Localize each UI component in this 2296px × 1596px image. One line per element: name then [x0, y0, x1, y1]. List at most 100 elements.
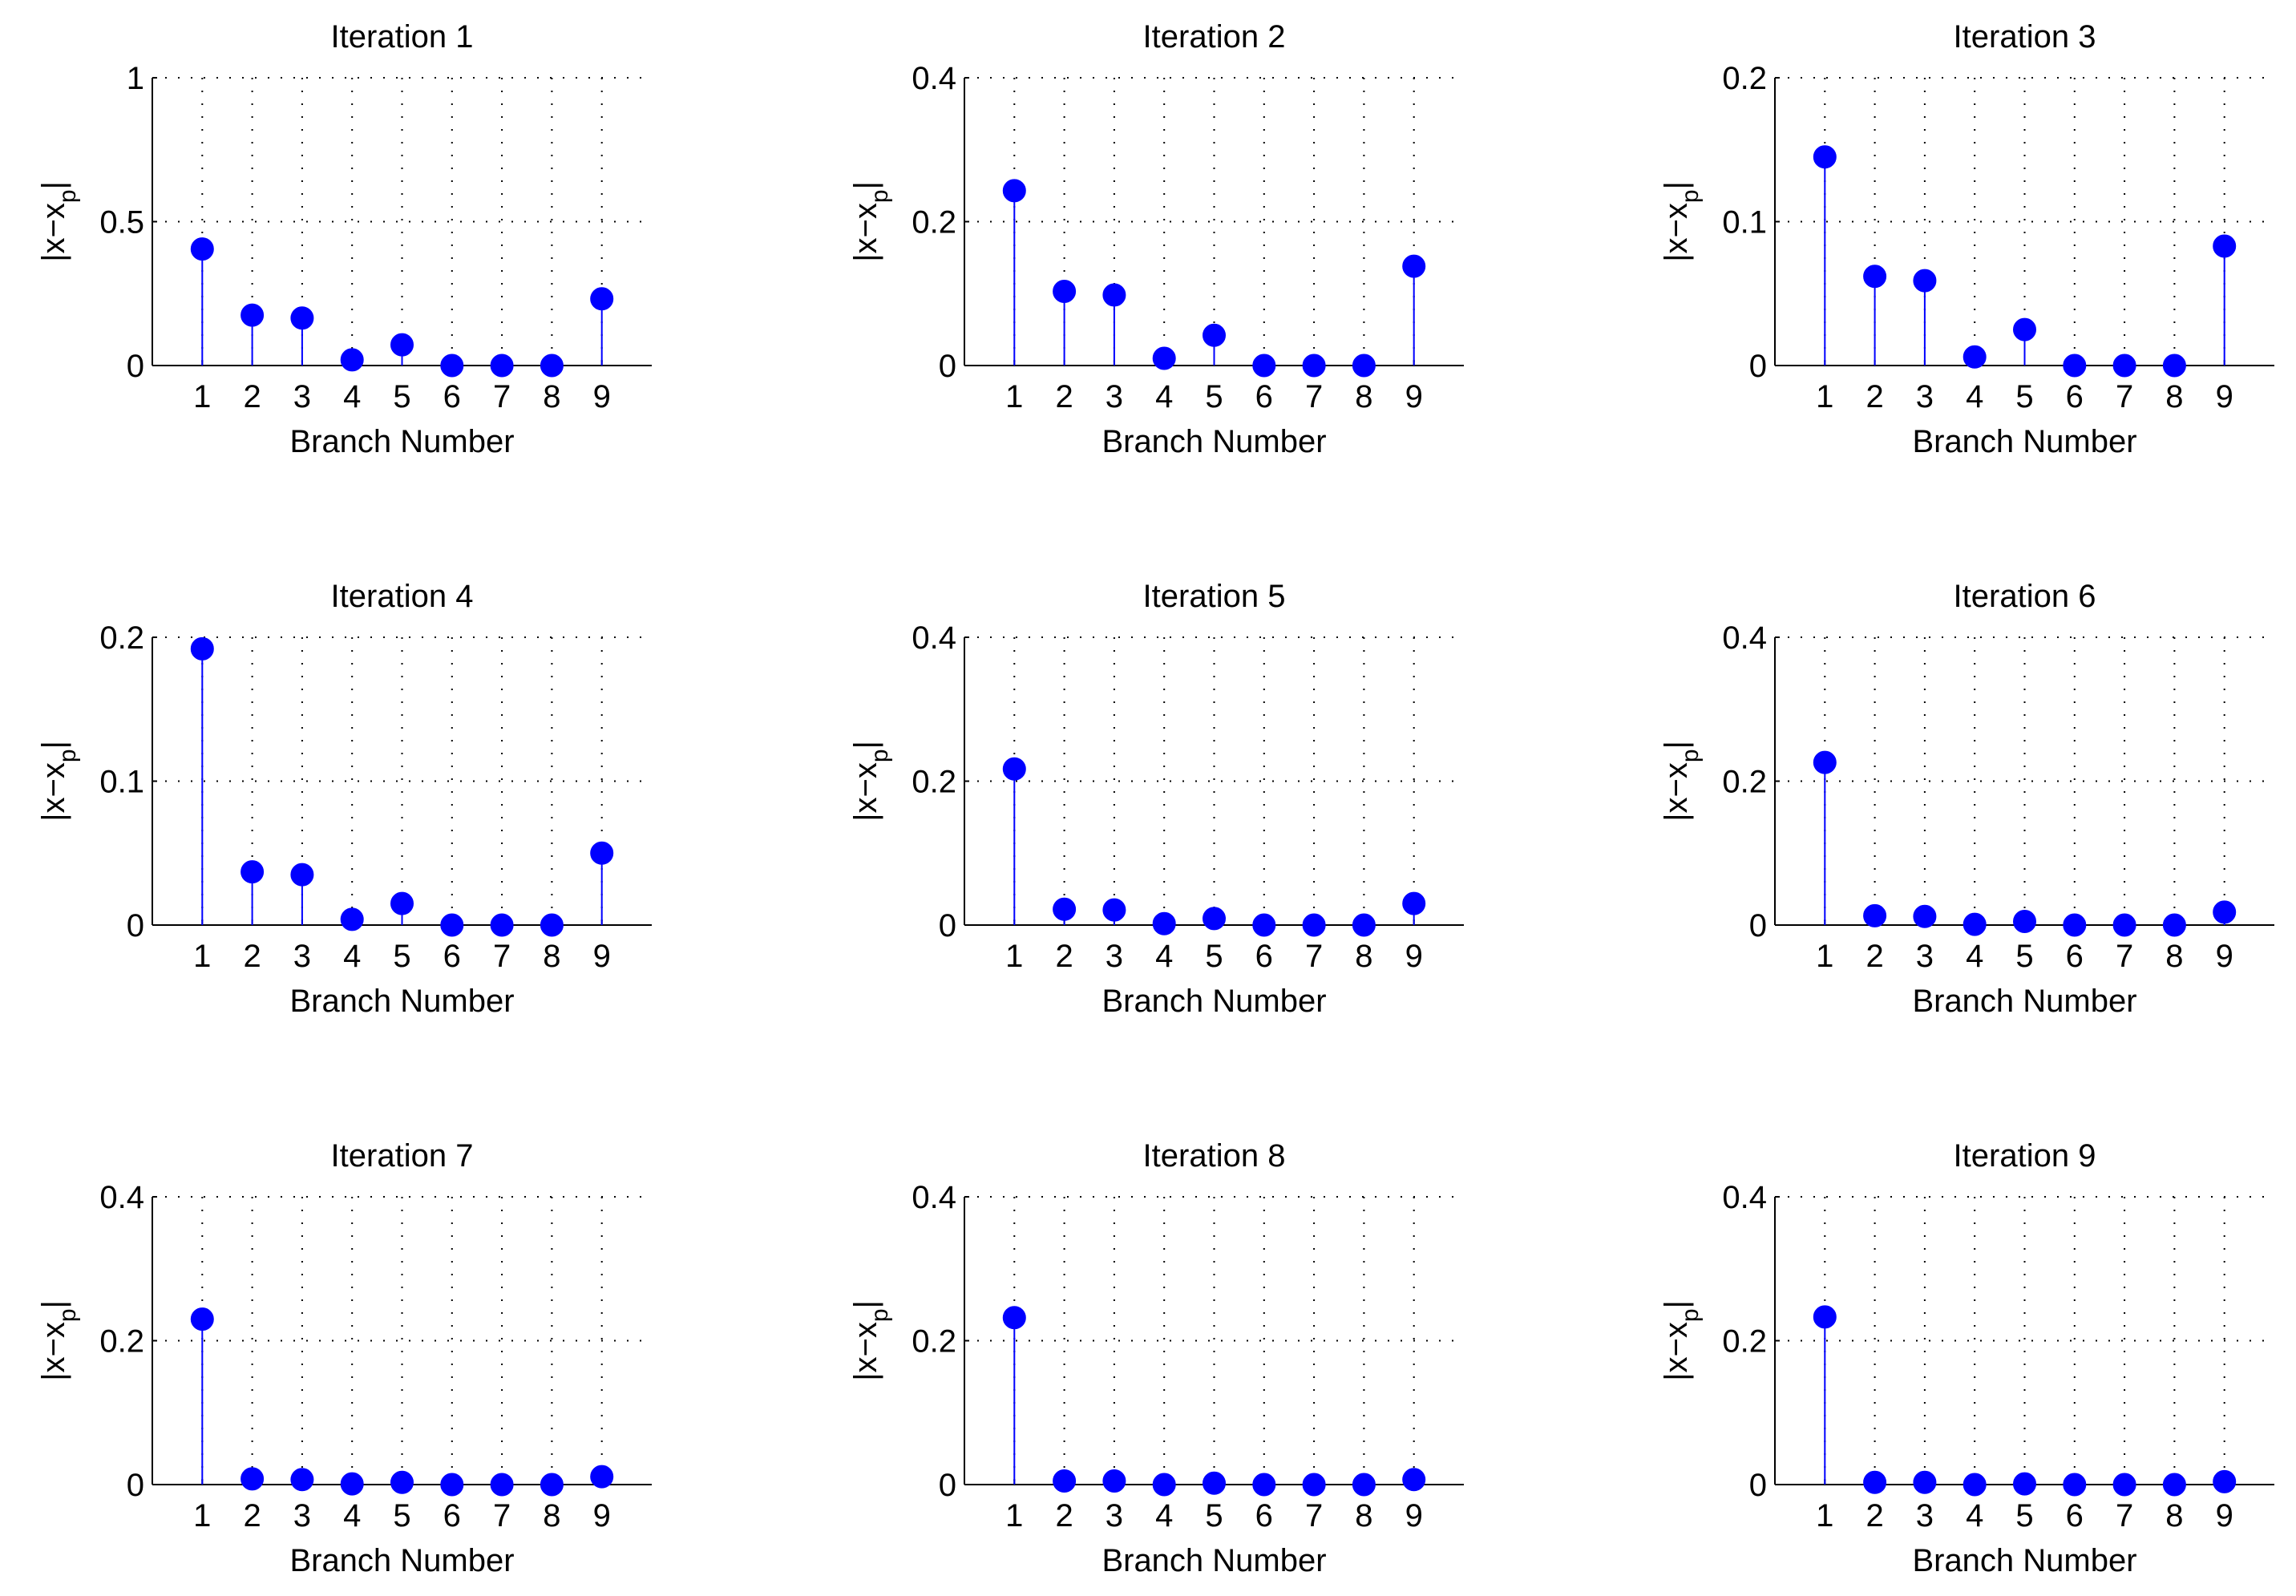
x-tick-label: 9	[1405, 379, 1423, 414]
x-tick-label: 6	[1255, 1498, 1273, 1533]
x-tick-label: 9	[2216, 1498, 2233, 1533]
y-tick-label: 0	[127, 1468, 144, 1503]
stem-marker	[1102, 283, 1126, 307]
x-tick-label: 8	[1355, 939, 1372, 974]
stem-marker	[1963, 345, 1987, 369]
y-axis-label: |x−xp|	[36, 1300, 81, 1381]
stem-marker	[2013, 317, 2036, 341]
stem-marker	[1863, 265, 1887, 289]
x-tick-label: 8	[2165, 1498, 2183, 1533]
y-label-main: |x−x	[1659, 1322, 1694, 1381]
y-axis-label: |x−xp|	[36, 181, 81, 262]
stem-marker	[2063, 913, 2087, 937]
y-tick-label: 0	[939, 1468, 956, 1503]
x-tick-label: 6	[1255, 379, 1273, 414]
stem-marker	[1252, 1473, 1276, 1497]
x-tick-label: 2	[1866, 1498, 1883, 1533]
subplot-2: 1 2 3 4 5 6 7 8 9 0 0.2 0.4 Iteration 2 Branch Number…	[848, 19, 1464, 459]
x-tick-label: 2	[243, 1498, 261, 1533]
y-tick-label: 0.4	[912, 61, 956, 96]
stem-marker	[1963, 1473, 1987, 1497]
y-tick-label: 0.4	[99, 1180, 144, 1215]
x-tick-label: 9	[1405, 1498, 1423, 1533]
stem-marker	[290, 863, 314, 887]
y-label-end: |	[36, 1300, 71, 1308]
stem-marker	[1152, 346, 1176, 370]
x-tick-label: 9	[593, 939, 611, 974]
x-axis-label: Branch Number	[1102, 424, 1326, 459]
stem-marker	[2213, 234, 2237, 258]
x-tick-label: 1	[193, 1498, 211, 1533]
stem-marker	[2063, 1473, 2087, 1497]
stem-marker	[1252, 913, 1276, 937]
stem-marker	[2112, 354, 2136, 378]
x-tick-label: 9	[1405, 939, 1423, 974]
stem-marker	[1203, 323, 1226, 347]
x-tick-label: 9	[593, 1498, 611, 1533]
stem-marker	[1402, 254, 1426, 278]
x-tick-label: 4	[1155, 939, 1173, 974]
stem-marker	[440, 354, 464, 378]
y-label-end: |	[1659, 1300, 1694, 1308]
x-tick-label: 6	[2066, 1498, 2084, 1533]
x-tick-label: 3	[1916, 939, 1934, 974]
x-tick-label: 6	[2066, 939, 2084, 974]
x-tick-label: 3	[293, 379, 311, 414]
x-tick-label: 7	[493, 1498, 511, 1533]
stem-marker	[1252, 354, 1276, 378]
stem-marker	[2112, 913, 2136, 937]
y-label-subscript: p	[55, 749, 81, 762]
stem-marker	[1913, 904, 1937, 928]
stem-marker	[1352, 1473, 1376, 1497]
stem-marker	[2063, 354, 2087, 378]
x-tick-label: 6	[443, 939, 461, 974]
stem-marker	[1302, 1473, 1326, 1497]
y-tick-label: 0	[1749, 908, 1767, 943]
y-tick-label: 0.2	[99, 1324, 144, 1360]
x-tick-label: 5	[393, 939, 410, 974]
stem-marker	[1302, 354, 1326, 378]
y-tick-label: 0.2	[912, 205, 956, 240]
x-axis-label: Branch Number	[289, 424, 514, 459]
stem-marker	[1002, 1306, 1026, 1330]
x-tick-label: 5	[1205, 939, 1223, 974]
x-axis-label: Branch Number	[1912, 984, 2136, 1019]
x-axis-label: Branch Number	[1102, 1543, 1326, 1578]
stem-marker	[190, 237, 214, 261]
x-tick-label: 7	[493, 939, 511, 974]
y-tick-label: 0.4	[1722, 1180, 1767, 1215]
stem-marker	[390, 333, 414, 357]
x-tick-label: 2	[1055, 379, 1073, 414]
x-tick-label: 5	[2015, 939, 2033, 974]
y-label-end: |	[848, 741, 883, 749]
x-tick-label: 4	[1966, 1498, 1983, 1533]
x-tick-label: 8	[2165, 379, 2183, 414]
stem-marker	[340, 1472, 364, 1496]
subplot-6: 1 2 3 4 5 6 7 8 9 0 0.2 0.4 Iteration 6 Branch Number…	[1659, 579, 2274, 1019]
y-axis-label: |x−xp|	[1659, 1300, 1704, 1381]
stem-marker	[1963, 912, 1987, 936]
x-tick-label: 5	[2015, 1498, 2033, 1533]
stem-marker	[540, 913, 564, 937]
x-axis-label: Branch Number	[1912, 1543, 2136, 1578]
x-tick-label: 2	[1866, 939, 1883, 974]
stem-marker	[590, 1465, 614, 1489]
x-tick-label: 4	[1966, 379, 1983, 414]
y-tick-label: 0.4	[1722, 620, 1767, 656]
stem-marker	[2013, 910, 2036, 934]
x-tick-label: 3	[293, 1498, 311, 1533]
stem-marker	[2162, 913, 2186, 937]
x-tick-label: 6	[2066, 379, 2084, 414]
stem-marker	[590, 841, 614, 865]
y-tick-label: 0.2	[912, 765, 956, 800]
x-tick-label: 8	[543, 1498, 560, 1533]
y-label-subscript: p	[55, 189, 81, 203]
stem-marker	[340, 907, 364, 931]
subplot-7: 1 2 3 4 5 6 7 8 9 0 0.2 0.4 Iteration 7 Branch Number…	[36, 1138, 652, 1578]
chart-title: Iteration 8	[1143, 1138, 1286, 1174]
y-tick-label: 0.2	[1722, 765, 1767, 800]
x-tick-label: 4	[1155, 379, 1173, 414]
x-tick-label: 1	[1005, 1498, 1023, 1533]
stem-marker	[490, 1473, 514, 1497]
x-axis-label: Branch Number	[289, 984, 514, 1019]
